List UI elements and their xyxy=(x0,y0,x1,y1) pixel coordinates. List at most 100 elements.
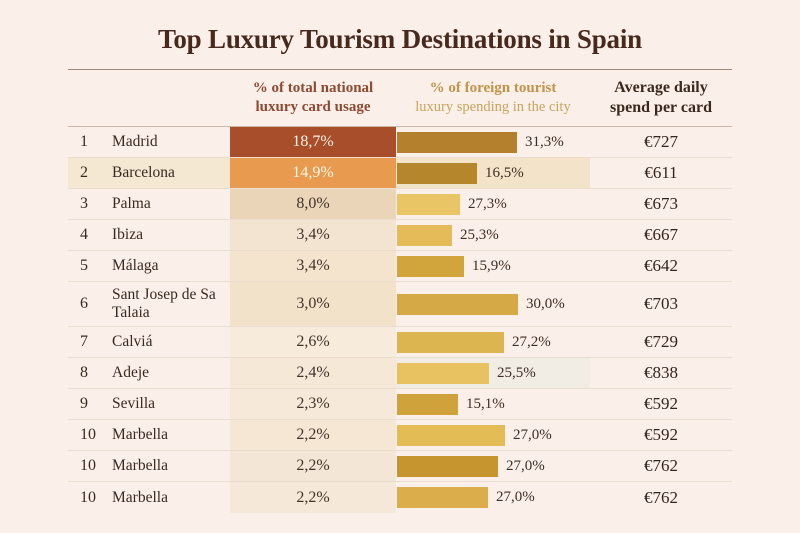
rank-cell: 10 xyxy=(80,457,96,474)
bar-track: 15,1% xyxy=(397,389,590,419)
foreign-spending-cell: 30,0% xyxy=(396,282,590,326)
bar-track: 25,3% xyxy=(397,220,590,250)
foreign-spending-value: 15,1% xyxy=(466,395,505,412)
foreign-spending-bar xyxy=(397,131,517,153)
foreign-spending-bar xyxy=(397,393,458,415)
foreign-spending-cell: 25,3% xyxy=(396,220,590,250)
header-foreign-line1: % of foreign tourist xyxy=(429,80,557,96)
avg-spend-cell: €673 xyxy=(590,189,732,219)
rank-cell: 10 xyxy=(80,426,96,443)
rank-cell: 4 xyxy=(80,226,88,243)
bar-track: 27,0% xyxy=(397,451,590,481)
rank-cell: 2 xyxy=(68,158,112,188)
national-share-cell: 3,4% xyxy=(230,251,396,281)
avg-spend-cell: €727 xyxy=(590,127,732,157)
avg-spend-cell: €762 xyxy=(590,482,732,513)
city-cell: Marbella xyxy=(112,488,168,506)
bar-track: 27,2% xyxy=(397,327,590,357)
avg-spend-cell: €703 xyxy=(590,282,732,326)
foreign-spending-cell: 25,5% xyxy=(396,358,590,388)
city-cell: Sevilla xyxy=(112,395,156,412)
rank-cell: 9 xyxy=(80,395,88,412)
foreign-spending-cell: 15,1% xyxy=(396,389,590,419)
foreign-spending-value: 31,3% xyxy=(525,133,564,150)
avg-spend-cell: €762 xyxy=(590,451,732,481)
national-share-cell: 8,0% xyxy=(230,189,396,219)
content-container: Top Luxury Tourism Destinations in Spain… xyxy=(68,0,732,533)
header-foreign-spending: % of foreign tourist luxury spending in … xyxy=(396,79,590,117)
national-share-cell: 3,0% xyxy=(230,282,396,326)
foreign-spending-bar xyxy=(397,331,504,353)
table-row: 10 Marbella 2,2% 27,0% €762 xyxy=(68,482,732,513)
city-cell: Málaga xyxy=(112,257,159,274)
header-national-line2: luxury card usage xyxy=(255,99,371,115)
foreign-spending-value: 25,3% xyxy=(460,226,499,243)
city-cell: Barcelona xyxy=(112,158,230,188)
foreign-spending-cell: 27,0% xyxy=(396,482,590,513)
rank-cell: 3 xyxy=(80,195,88,212)
national-share-cell: 2,3% xyxy=(230,389,396,419)
rank-cell: 8 xyxy=(80,364,88,381)
city-cell: Calviá xyxy=(112,333,153,350)
rank-cell: 6 xyxy=(80,295,88,312)
avg-spend-cell: €611 xyxy=(590,158,732,188)
rank-cell: 5 xyxy=(80,257,88,274)
foreign-spending-value: 27,3% xyxy=(468,195,507,212)
foreign-spending-cell: 31,3% xyxy=(396,127,590,157)
national-share-cell: 2,2% xyxy=(230,451,396,481)
bar-track: 16,5% xyxy=(397,158,590,188)
foreign-spending-cell: 27,0% xyxy=(396,420,590,450)
foreign-spending-value: 27,0% xyxy=(506,457,545,474)
city-cell: Sant Josep de Sa Talaia xyxy=(112,286,216,321)
bar-track: 31,3% xyxy=(397,127,590,157)
foreign-spending-bar xyxy=(397,362,489,384)
table-row: 2 Barcelona 14,9% 16,5% €611 xyxy=(68,158,732,189)
foreign-spending-cell: 27,0% xyxy=(396,451,590,481)
foreign-spending-value: 27,2% xyxy=(512,333,551,350)
foreign-spending-cell: 27,3% xyxy=(396,189,590,219)
national-share-cell: 3,4% xyxy=(230,220,396,250)
foreign-spending-bar xyxy=(397,224,452,246)
header-avg-spend: Average daily spend per card xyxy=(590,78,732,118)
city-cell: Madrid xyxy=(112,133,158,150)
rank-cell: 1 xyxy=(80,133,88,150)
table-row: 1 Madrid 18,7% 31,3% €727 xyxy=(68,127,732,158)
table-row: 7 Calviá 2,6% 27,2% €729 xyxy=(68,327,732,358)
foreign-spending-bar xyxy=(397,424,505,446)
avg-spend-cell: €667 xyxy=(590,220,732,250)
rank-cell: 7 xyxy=(80,333,88,350)
city-cell: Marbella xyxy=(112,426,168,443)
foreign-spending-cell: 27,2% xyxy=(396,327,590,357)
national-share-cell: 2,2% xyxy=(230,482,396,513)
city-cell: Marbella xyxy=(112,457,168,474)
foreign-spending-value: 27,0% xyxy=(496,489,535,505)
avg-spend-cell: €729 xyxy=(590,327,732,357)
national-share-cell: 2,6% xyxy=(230,327,396,357)
avg-spend-cell: €592 xyxy=(590,389,732,419)
avg-spend-cell: €642 xyxy=(590,251,732,281)
foreign-spending-cell: 16,5% xyxy=(396,158,590,188)
bar-track: 15,9% xyxy=(397,251,590,281)
table-row: 3 Palma 8,0% 27,3% €673 xyxy=(68,189,732,220)
national-share-cell: 18,7% xyxy=(230,127,396,157)
table-row: 10 Marbella 2,2% 27,0% €762 xyxy=(68,451,732,482)
foreign-spending-bar xyxy=(397,193,460,215)
title-divider xyxy=(68,69,732,70)
national-share-cell: 2,2% xyxy=(230,420,396,450)
foreign-spending-bar xyxy=(397,293,518,315)
foreign-spending-value: 25,5% xyxy=(497,364,536,381)
table-header: % of total national luxury card usage % … xyxy=(68,70,732,127)
table-row: 9 Sevilla 2,3% 15,1% €592 xyxy=(68,389,732,420)
header-national-share: % of total national luxury card usage xyxy=(230,79,396,117)
header-spend-line2: spend per card xyxy=(610,99,712,116)
foreign-spending-bar xyxy=(397,455,498,477)
rank-cell: 10 xyxy=(80,488,96,506)
city-cell: Adeje xyxy=(112,364,150,381)
bar-track: 27,0% xyxy=(397,420,590,450)
table-row: 8 Adeje 2,4% 25,5% €838 xyxy=(68,358,732,389)
table-row: 4 Ibiza 3,4% 25,3% €667 xyxy=(68,220,732,251)
header-foreign-line2: luxury spending in the city xyxy=(415,99,571,115)
national-share-cell: 14,9% xyxy=(230,158,396,188)
national-share-cell: 2,4% xyxy=(230,358,396,388)
header-spend-line1: Average daily xyxy=(614,79,708,96)
